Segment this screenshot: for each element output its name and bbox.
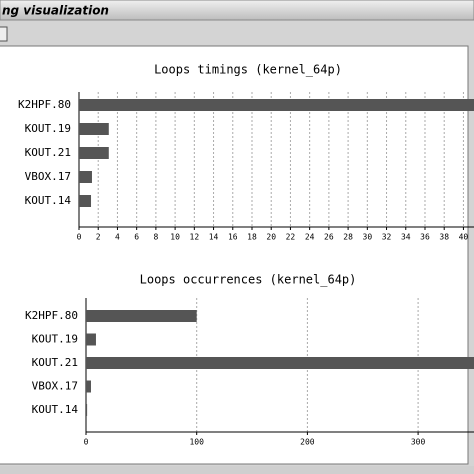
x-tick-label: 10 xyxy=(170,233,180,242)
x-tick-label: 26 xyxy=(324,233,334,242)
x-tick-label: 0 xyxy=(77,233,82,242)
category-label: K2HPF.80 xyxy=(18,98,71,111)
x-tick-label: 18 xyxy=(247,233,257,242)
x-tick-label: 32 xyxy=(382,233,392,242)
bar xyxy=(86,404,88,416)
x-tick-label: 20 xyxy=(266,233,276,242)
x-tick-label: 16 xyxy=(228,233,238,242)
x-tick-label: 300 xyxy=(411,438,426,447)
x-tick-label: 6 xyxy=(134,233,139,242)
x-tick-label: 4 xyxy=(115,233,120,242)
bar xyxy=(86,333,96,346)
category-label: KOUT.19 xyxy=(32,333,78,346)
category-label: KOUT.19 xyxy=(25,122,71,135)
bar xyxy=(79,147,109,159)
x-tick-label: 200 xyxy=(300,438,315,447)
x-tick-label: 36 xyxy=(420,233,430,242)
category-label: K2HPF.80 xyxy=(25,309,78,322)
bar xyxy=(79,123,109,135)
x-tick-label: 40 xyxy=(459,233,469,242)
x-tick-label: 38 xyxy=(439,233,449,242)
bar xyxy=(79,195,92,207)
x-tick-label: 2 xyxy=(96,233,101,242)
category-label: KOUT.21 xyxy=(25,146,71,159)
category-label: VBOX.17 xyxy=(25,170,71,183)
title-bar xyxy=(0,0,474,21)
chart-title: Loops occurrences (kernel_64p) xyxy=(140,273,357,287)
bar xyxy=(86,310,197,322)
x-tick-label: 34 xyxy=(401,233,411,242)
x-tick-label: 30 xyxy=(363,233,373,242)
category-label: VBOX.17 xyxy=(32,380,78,393)
x-tick-label: 12 xyxy=(190,233,200,242)
x-tick-label: 0 xyxy=(84,438,89,447)
x-tick-label: 22 xyxy=(286,233,296,242)
bar xyxy=(79,171,92,183)
x-tick-label: 28 xyxy=(343,233,353,242)
panel xyxy=(0,45,469,465)
x-tick-label: 14 xyxy=(209,233,219,242)
bar xyxy=(79,99,474,111)
x-tick-label: 24 xyxy=(305,233,315,242)
window-title: ng visualization xyxy=(2,4,109,18)
button[interactable] xyxy=(0,26,8,42)
x-tick-label: 8 xyxy=(153,233,158,242)
category-label: KOUT.14 xyxy=(32,403,79,416)
category-label: KOUT.14 xyxy=(25,194,72,207)
bar xyxy=(86,380,91,393)
x-tick-label: 100 xyxy=(189,438,204,447)
category-label: KOUT.21 xyxy=(32,356,78,369)
status-bar xyxy=(0,466,474,474)
bar xyxy=(86,357,474,369)
chart-title: Loops timings (kernel_64p) xyxy=(154,63,342,77)
